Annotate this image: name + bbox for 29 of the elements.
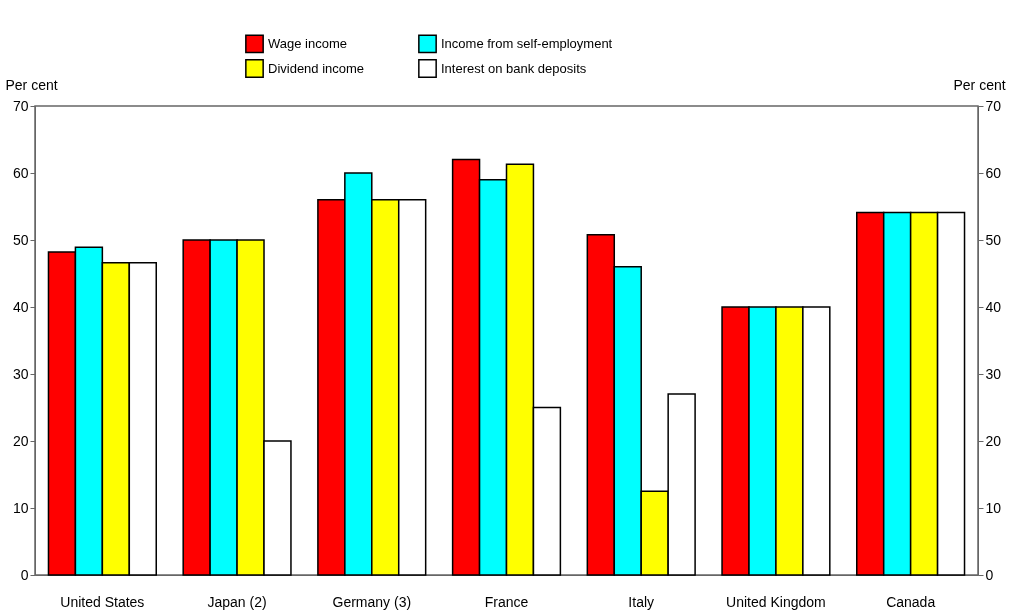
y2-tick-label: 60 bbox=[985, 164, 1002, 181]
y2-tick-label: 10 bbox=[985, 499, 1002, 516]
y-tick-label: 70 bbox=[12, 97, 29, 114]
x-tick-label: Japan (2) bbox=[207, 593, 267, 610]
legend-label: Income from self-employment bbox=[441, 35, 613, 51]
legend-label: Interest on bank deposits bbox=[441, 60, 587, 76]
y2-tick-label: 50 bbox=[985, 231, 1002, 248]
y2-tick-label: 30 bbox=[985, 365, 1002, 382]
x-tick-label: Canada bbox=[886, 593, 936, 610]
y-tick-label: 30 bbox=[12, 365, 29, 382]
x-tick-label: United Kingdom bbox=[726, 593, 826, 610]
legend-label: Wage income bbox=[268, 35, 347, 51]
y2-tick-label: 20 bbox=[985, 432, 1002, 449]
x-tick-label: Italy bbox=[628, 593, 655, 610]
y-tick-label: 10 bbox=[12, 499, 29, 516]
legend-label: Dividend income bbox=[268, 60, 365, 76]
y-tick-label: 0 bbox=[20, 566, 29, 583]
x-tick-label: United States bbox=[60, 593, 145, 610]
y2-tick-label: 70 bbox=[985, 97, 1002, 114]
x-tick-label: Germany (3) bbox=[332, 593, 412, 610]
x-tick-label: France bbox=[484, 593, 529, 610]
y-tick-label: 20 bbox=[12, 432, 29, 449]
y2-tick-label: 0 bbox=[985, 566, 994, 583]
y-tick-label: 60 bbox=[12, 164, 29, 181]
y2-tick-label: 40 bbox=[985, 298, 1002, 315]
y-axis-title: Per cent bbox=[5, 76, 58, 93]
y2-axis-title: Per cent bbox=[953, 76, 1006, 93]
y-tick-label: 50 bbox=[12, 231, 29, 248]
y-tick-label: 40 bbox=[12, 298, 29, 315]
